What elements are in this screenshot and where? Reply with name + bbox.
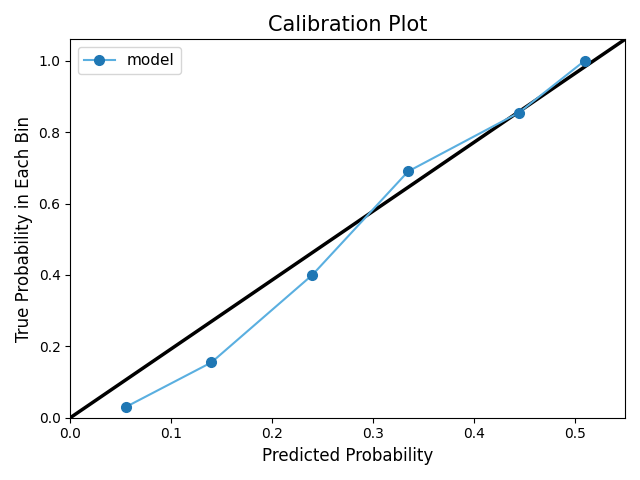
model bbox=[308, 272, 316, 278]
Y-axis label: True Probability in Each Bin: True Probability in Each Bin bbox=[15, 116, 33, 342]
X-axis label: Predicted Probability: Predicted Probability bbox=[262, 447, 433, 465]
model bbox=[207, 360, 215, 365]
model bbox=[515, 109, 523, 115]
Legend: model: model bbox=[78, 47, 180, 74]
model bbox=[404, 168, 412, 174]
model bbox=[581, 58, 589, 64]
Title: Calibration Plot: Calibration Plot bbox=[268, 15, 428, 35]
model bbox=[122, 404, 129, 410]
Line: model: model bbox=[121, 56, 589, 412]
